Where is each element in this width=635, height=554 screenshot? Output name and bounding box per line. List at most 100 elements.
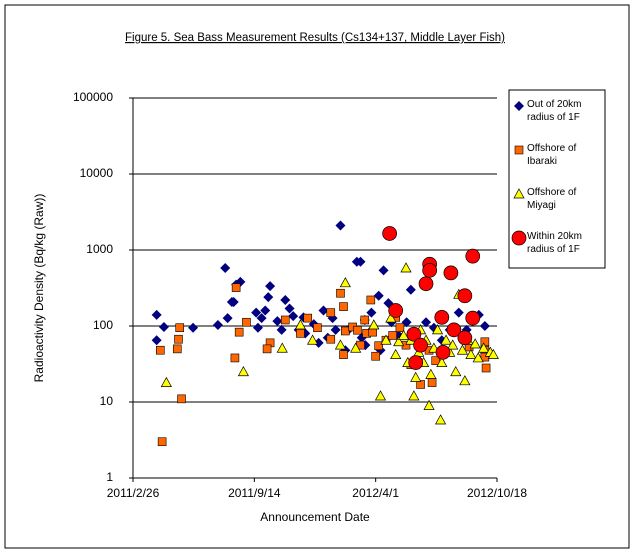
point [272, 316, 283, 327]
point [374, 341, 384, 351]
point [405, 284, 416, 295]
point [156, 345, 165, 355]
point [456, 344, 469, 355]
point [231, 283, 241, 292]
point [427, 378, 437, 387]
point [237, 366, 250, 377]
point [172, 344, 182, 354]
point [174, 334, 183, 344]
point [339, 302, 348, 311]
point [350, 342, 362, 353]
point [371, 351, 380, 361]
point [478, 342, 490, 353]
point [260, 305, 271, 316]
x-tick-label: 2011/2/26 [107, 486, 160, 500]
point [353, 325, 362, 335]
y-tick-label: 1 [106, 470, 113, 484]
point [443, 265, 459, 281]
point [252, 322, 263, 333]
y-tick-label: 1000 [86, 242, 113, 256]
point [440, 334, 452, 345]
point [465, 310, 481, 326]
legend-marker [511, 230, 527, 246]
y-tick-label: 100000 [73, 90, 113, 104]
x-tick-label: 2011/9/14 [228, 486, 281, 500]
point [339, 277, 351, 288]
point [450, 366, 462, 377]
point [160, 376, 172, 387]
point [446, 322, 462, 338]
point [242, 317, 251, 327]
point [382, 226, 397, 241]
point [336, 288, 345, 298]
point [177, 394, 186, 404]
legend-label: Out of 20km radius of 1F [527, 99, 582, 123]
point [413, 337, 428, 353]
y-tick-label: 10 [100, 394, 114, 408]
point [459, 375, 471, 386]
point [306, 334, 319, 345]
point [230, 353, 240, 363]
point [434, 414, 447, 425]
point [400, 262, 412, 273]
point [366, 295, 376, 305]
y-tick-label: 100 [93, 318, 113, 332]
point [465, 348, 477, 359]
point [453, 307, 464, 318]
y-tick-label: 10000 [80, 166, 114, 180]
point [228, 296, 239, 307]
point [296, 329, 305, 338]
legend-label: Offshore of Miyagi [527, 187, 577, 211]
point [406, 326, 422, 342]
point [378, 265, 389, 276]
point [151, 335, 162, 346]
point [262, 344, 272, 354]
point [410, 371, 422, 382]
point [158, 322, 169, 333]
point [276, 342, 288, 353]
point [318, 305, 329, 316]
point [284, 303, 295, 314]
point [313, 337, 324, 348]
point [435, 345, 451, 360]
point [481, 363, 491, 373]
point [408, 390, 420, 401]
y-axis-label: Radioactivity Density (Bq/kg (Raw)) [32, 194, 46, 383]
point [288, 311, 299, 322]
point [355, 256, 366, 267]
point [393, 336, 405, 347]
point [422, 262, 438, 278]
point [457, 330, 473, 346]
point [436, 356, 448, 367]
point [234, 327, 244, 337]
point [388, 303, 404, 318]
x-tick-label: 2012/10/18 [467, 486, 527, 500]
point [360, 315, 370, 325]
point [212, 320, 223, 331]
point [397, 329, 410, 340]
point [313, 323, 322, 332]
point [388, 331, 397, 340]
point [374, 390, 387, 401]
point [390, 348, 402, 359]
point [408, 355, 424, 370]
legend-label: Offshore of Ibaraki [527, 143, 577, 167]
legend-label: Within 20km radius of 1F [527, 231, 583, 255]
point [385, 312, 397, 323]
point [335, 220, 346, 231]
chart-title: Figure 5. Sea Bass Measurement Results (… [125, 32, 505, 44]
point [431, 324, 444, 335]
point [480, 337, 490, 347]
point [472, 352, 484, 363]
legend-marker [513, 188, 525, 199]
point [280, 294, 291, 305]
point [263, 292, 274, 303]
point [280, 315, 290, 325]
point [469, 338, 481, 349]
point [447, 339, 459, 350]
point [487, 348, 499, 359]
point [334, 339, 347, 350]
point [188, 322, 199, 333]
point [479, 321, 490, 331]
